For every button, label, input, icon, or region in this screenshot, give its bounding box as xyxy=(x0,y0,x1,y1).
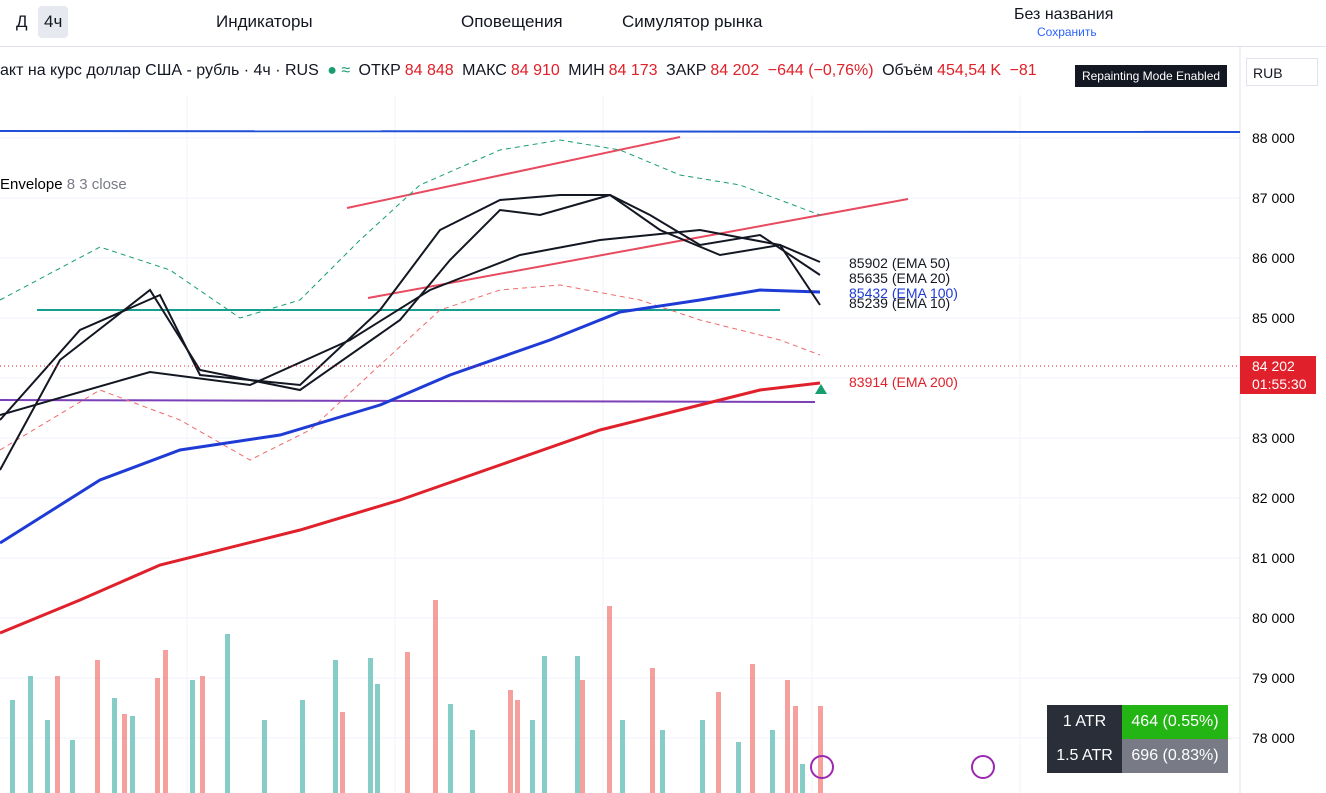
interval-4h[interactable]: 4ч xyxy=(38,6,69,38)
price-label: 79 000 xyxy=(1252,670,1295,686)
interval-day[interactable]: Д xyxy=(16,12,28,31)
atr-label: 1 ATR xyxy=(1047,705,1122,739)
indicator-name: Envelope 8 3 close xyxy=(0,176,127,193)
alerts-btn[interactable]: Оповещения xyxy=(461,12,563,31)
price-box xyxy=(1240,356,1316,394)
price-label: 86 000 xyxy=(1252,250,1295,266)
save-btn[interactable]: Сохранить xyxy=(1037,25,1097,39)
toolbar: Д 4ч Индикаторы Оповещения Симулятор рын… xyxy=(0,0,1326,47)
open-label: ОТКР xyxy=(358,62,401,79)
goto-icon[interactable] xyxy=(971,755,995,779)
layout-name[interactable]: Без названия xyxy=(1014,6,1114,23)
h-grid xyxy=(0,137,1240,739)
low-label: МИН xyxy=(568,62,605,79)
volume: 454,54 K xyxy=(937,62,1002,79)
atr-label: 1.5 ATR xyxy=(1047,739,1122,773)
last-price: 84 202 xyxy=(1252,358,1295,374)
atr-table: 1 ATR 464 (0.55%) 1.5 ATR 696 (0.83%) xyxy=(1047,705,1228,773)
price-label: 82 000 xyxy=(1252,490,1295,506)
close: 84 202 xyxy=(710,62,760,79)
volume-change: −81 xyxy=(1009,62,1037,79)
price-label: 83 000 xyxy=(1252,430,1295,446)
repaint-badge: Repainting Mode Enabled xyxy=(1075,65,1227,87)
ema-label: 85239 (EMA 10) xyxy=(849,295,950,311)
high: 84 910 xyxy=(510,62,560,79)
atr-row: 1.5 ATR 696 (0.83%) xyxy=(1047,739,1228,773)
ema-label: 83914 (EMA 200) xyxy=(849,374,958,390)
indicator-params: 8 3 close xyxy=(67,176,127,193)
simulator-btn[interactable]: Симулятор рынка xyxy=(622,12,763,31)
price-label: 81 000 xyxy=(1252,550,1295,566)
ema-labels: 85902 (EMA 50)85635 (EMA 20)85432 (EMA 1… xyxy=(849,255,958,390)
indicators-btn[interactable]: Индикаторы xyxy=(216,12,313,31)
symbol: акт на курс доллар США - рубль · 4ч · RU… xyxy=(0,62,319,79)
countdown: 01:55:30 xyxy=(1252,376,1307,392)
price-label: 85 000 xyxy=(1252,310,1295,326)
low: 84 173 xyxy=(608,62,658,79)
marker xyxy=(815,384,827,394)
volume-label: Объём xyxy=(882,62,934,79)
ema-label: 85432 (EMA 100) xyxy=(849,285,958,301)
price-label: 88 000 xyxy=(1252,130,1295,146)
indicator-title: Envelope xyxy=(0,176,63,193)
price-label: 87 000 xyxy=(1252,190,1295,206)
open: 84 848 xyxy=(404,62,454,79)
high-label: МАКС xyxy=(462,62,507,79)
ema-label: 85635 (EMA 20) xyxy=(849,270,950,286)
flash-icon[interactable] xyxy=(810,755,834,779)
atr-value: 464 (0.55%) xyxy=(1122,705,1228,739)
close-label: ЗАКР xyxy=(666,62,707,79)
change: −644 (−0,76%) xyxy=(767,62,874,79)
price-label: 80 000 xyxy=(1252,610,1295,626)
overlays xyxy=(0,130,1241,635)
atr-row: 1 ATR 464 (0.55%) xyxy=(1047,705,1228,739)
volume xyxy=(10,600,823,793)
currency-select[interactable]: RUB xyxy=(1246,58,1318,86)
grid xyxy=(186,95,1021,793)
ema-label: 85902 (EMA 50) xyxy=(849,255,950,271)
price-label: 78 000 xyxy=(1252,730,1295,746)
atr-value: 696 (0.83%) xyxy=(1122,739,1228,773)
legend: акт на курс доллар США - рубль · 4ч · RU… xyxy=(0,62,1037,79)
